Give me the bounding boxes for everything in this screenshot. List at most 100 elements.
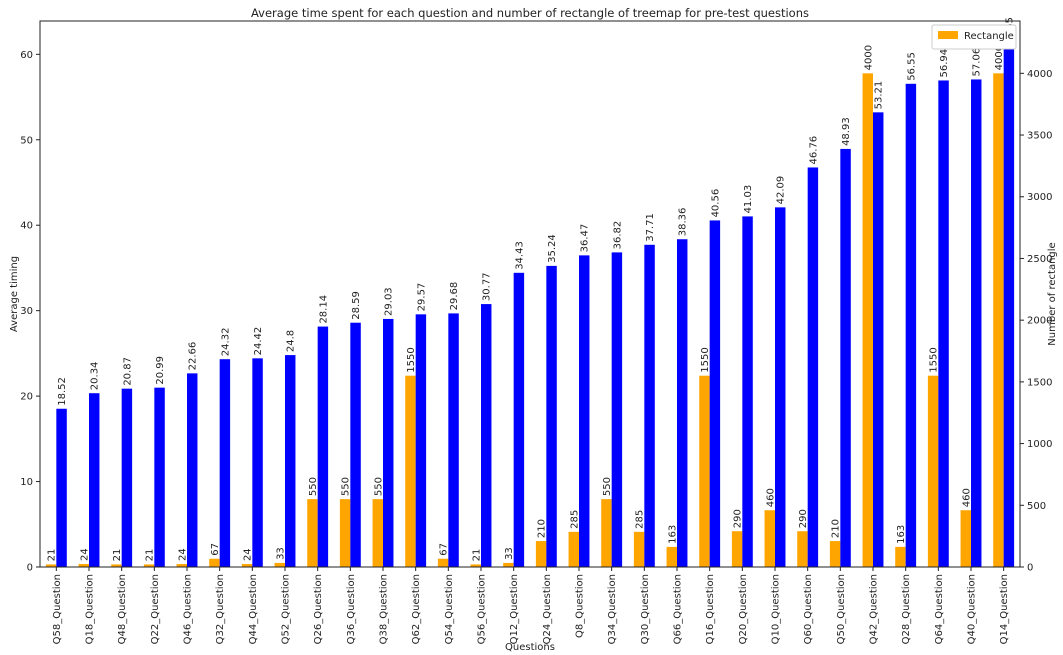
value-label: 290 xyxy=(733,509,744,528)
bar xyxy=(666,546,677,567)
bar xyxy=(1003,48,1015,567)
x-tick-label: Q44_Question xyxy=(248,574,259,644)
y2-tick-label: 3000 xyxy=(1027,192,1052,203)
y-tick-label: 50 xyxy=(20,135,33,146)
bar xyxy=(241,564,253,567)
x-tick-label: Q42_Question xyxy=(869,574,880,644)
x-tick-label: Q20_Question xyxy=(738,574,749,644)
plot-frame xyxy=(39,20,1021,568)
bar xyxy=(905,83,917,567)
bar xyxy=(862,73,873,568)
bar xyxy=(503,562,514,567)
bar xyxy=(274,562,285,567)
value-label: 20.99 xyxy=(155,356,166,385)
value-label: 550 xyxy=(602,477,613,496)
bar xyxy=(481,304,492,567)
x-tick-label: Q48_Question xyxy=(117,574,128,644)
x-tick-label: Q10_Question xyxy=(771,574,782,644)
value-label: 36.47 xyxy=(580,224,591,253)
bar xyxy=(960,510,971,567)
bar xyxy=(219,359,231,567)
x-tick-label: Q12_Question xyxy=(509,574,520,644)
bar xyxy=(56,408,67,567)
x-tick-label: Q56_Question xyxy=(477,574,488,644)
value-label: 4000 xyxy=(994,45,1005,70)
x-tick-label: Q24_Question xyxy=(542,574,553,644)
bar xyxy=(742,216,753,567)
bar xyxy=(644,244,655,568)
value-label: 24.42 xyxy=(253,327,264,356)
bar xyxy=(775,207,786,568)
x-tick-label: Q34_Question xyxy=(607,574,618,644)
value-label: 36.82 xyxy=(612,221,623,250)
x-tick-label: Q22_Question xyxy=(150,574,161,644)
value-label: 28.59 xyxy=(351,291,362,320)
value-label: 285 xyxy=(569,510,580,529)
value-label: 28.14 xyxy=(318,295,329,324)
value-label: 34.43 xyxy=(514,241,525,270)
bar xyxy=(89,393,100,567)
value-label: 21 xyxy=(145,549,156,562)
bar xyxy=(611,252,623,567)
x-tick-label: Q62_Question xyxy=(411,574,422,644)
value-label: 163 xyxy=(667,525,678,544)
bar xyxy=(143,564,155,567)
y-tick-label: 10 xyxy=(20,477,33,488)
value-label: 40.56 xyxy=(710,189,721,218)
value-label: 20.87 xyxy=(122,357,133,386)
bar xyxy=(873,112,884,567)
bar xyxy=(470,564,481,567)
bar xyxy=(840,148,851,568)
bar xyxy=(513,272,525,567)
value-label: 210 xyxy=(831,519,842,538)
x-tick-label: Q16_Question xyxy=(705,574,716,644)
value-label: 24.32 xyxy=(220,328,231,357)
x-tick-label: Q50_Question xyxy=(836,574,847,644)
value-label: 21 xyxy=(47,549,58,562)
y-tick-label: 60 xyxy=(20,50,33,61)
bar xyxy=(699,375,710,567)
value-label: 38.36 xyxy=(678,208,689,237)
y2-tick-label: 2000 xyxy=(1027,316,1052,327)
bar xyxy=(372,499,383,567)
x-tick-label: Q18_Question xyxy=(85,574,96,644)
value-label: 24 xyxy=(79,548,90,561)
bar xyxy=(45,564,57,567)
bar xyxy=(154,387,165,567)
x-tick-label: Q66_Question xyxy=(673,574,684,644)
x-tick-label: Q54_Question xyxy=(444,574,455,644)
value-label: 41.03 xyxy=(743,185,754,214)
bar xyxy=(176,564,187,567)
value-label: 29.68 xyxy=(449,282,460,311)
bar xyxy=(187,373,198,567)
x-tick-label: Q8_Question xyxy=(575,574,586,638)
bar xyxy=(895,546,906,567)
bar xyxy=(764,510,775,567)
value-label: 53.21 xyxy=(874,81,885,110)
bar xyxy=(971,79,982,567)
bar xyxy=(111,564,122,567)
x-tick-label: Q46_Question xyxy=(183,574,194,644)
x-tick-label: Q64_Question xyxy=(934,574,945,644)
value-label: 20.34 xyxy=(90,362,101,391)
y2-tick-label: 4000 xyxy=(1027,69,1052,80)
value-label: 460 xyxy=(765,488,776,507)
value-label: 210 xyxy=(537,519,548,538)
value-label: 1550 xyxy=(406,347,417,372)
x-tick-label: Q38_Question xyxy=(379,574,390,644)
x-tick-label: Q40_Question xyxy=(967,574,978,644)
y2-tick-label: 0 xyxy=(1027,563,1033,574)
y2-tick-label: 1000 xyxy=(1027,439,1052,450)
value-label: 48.93 xyxy=(841,117,852,146)
value-label: 67 xyxy=(439,543,450,556)
value-label: 24.8 xyxy=(286,330,297,352)
bar xyxy=(938,80,949,567)
value-label: 30.77 xyxy=(482,272,493,301)
bar xyxy=(601,499,612,567)
value-label: 163 xyxy=(896,525,907,544)
bar xyxy=(535,541,547,567)
y2-tick-label: 1500 xyxy=(1027,377,1052,388)
bar xyxy=(317,326,329,567)
bar xyxy=(415,314,427,567)
